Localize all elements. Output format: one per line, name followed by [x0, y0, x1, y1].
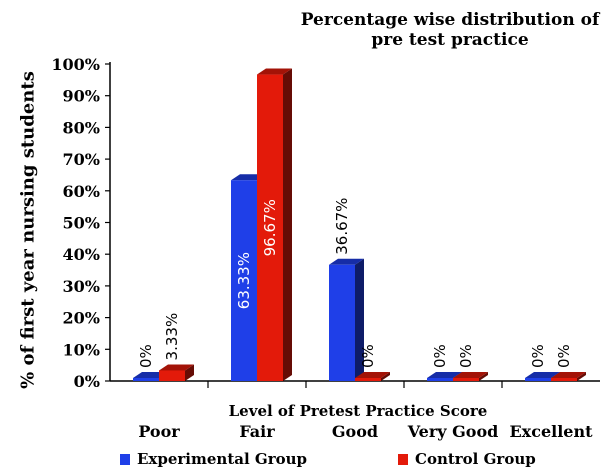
data-label: 0%	[137, 344, 155, 368]
bar-top	[551, 372, 586, 378]
y-tick-label: 30%	[63, 277, 100, 296]
bar-front	[453, 378, 479, 381]
bar-side	[283, 68, 292, 382]
y-tick-label: 50%	[63, 214, 100, 233]
legend-label-control: Control Group	[415, 450, 536, 468]
data-label: 0%	[431, 344, 449, 368]
bar-front	[257, 74, 283, 382]
legend-item-control: Control Group	[398, 450, 536, 468]
bar-top	[525, 372, 560, 378]
data-label: 0%	[457, 344, 475, 368]
bar-control-group-fair	[257, 68, 292, 382]
bar-front	[133, 378, 159, 381]
bar-side	[479, 372, 488, 381]
bar-control-group-excellent	[551, 372, 586, 381]
bar-top	[427, 372, 462, 378]
bar-front	[525, 378, 551, 381]
bar-top	[453, 372, 488, 378]
data-label: 0%	[555, 344, 573, 368]
data-label: 96.67%	[261, 199, 279, 256]
x-axis-label: Level of Pretest Practice Score	[228, 402, 488, 420]
x-tick-label: Excellent	[509, 422, 593, 441]
bar-front	[159, 370, 185, 381]
bar-side	[577, 372, 586, 381]
bar-experimental-group-good	[329, 258, 364, 381]
bar-top	[257, 68, 292, 75]
x-tick-label: Good	[332, 422, 378, 441]
bar-front	[551, 378, 577, 381]
bar-top	[159, 364, 194, 371]
bar-front	[355, 378, 381, 381]
bar-control-group-poor	[159, 364, 194, 381]
bar-front	[231, 180, 257, 381]
x-tick-label: Very Good	[407, 422, 499, 441]
data-label: 36.67%	[333, 198, 351, 255]
legend-swatch-experimental	[120, 453, 130, 465]
bar-top	[355, 372, 390, 378]
y-tick-label: 10%	[63, 340, 100, 359]
y-tick-label: 20%	[63, 309, 100, 328]
y-tick-label: 80%	[63, 118, 100, 137]
bar-control-group-very-good	[453, 372, 488, 381]
chart-title: Percentage wise distribution of pre test…	[300, 10, 600, 50]
bar-side	[381, 372, 390, 381]
bar-side	[185, 364, 194, 381]
x-tick-label: Poor	[138, 422, 180, 441]
x-tick-label: Fair	[239, 422, 275, 441]
bar-top	[329, 258, 364, 265]
bar-control-group-good	[355, 372, 390, 381]
y-tick-label: 0%	[74, 372, 100, 391]
y-tick-label: 90%	[63, 87, 100, 106]
legend-label-experimental: Experimental Group	[137, 450, 308, 468]
data-label: 63.33%	[235, 252, 253, 309]
data-label: 0%	[529, 344, 547, 368]
data-label: 0%	[359, 344, 377, 368]
bar-front	[427, 378, 453, 381]
bar-side	[355, 258, 364, 381]
legend-swatch-control	[398, 453, 408, 465]
legend-item-experimental: Experimental Group	[120, 450, 307, 468]
y-tick-label: 70%	[63, 150, 100, 169]
y-tick-label: 40%	[63, 245, 100, 264]
bar-front	[329, 264, 355, 381]
y-tick-label: 100%	[51, 55, 100, 74]
y-tick-label: 60%	[63, 182, 100, 201]
data-label: 3.33%	[163, 313, 181, 361]
